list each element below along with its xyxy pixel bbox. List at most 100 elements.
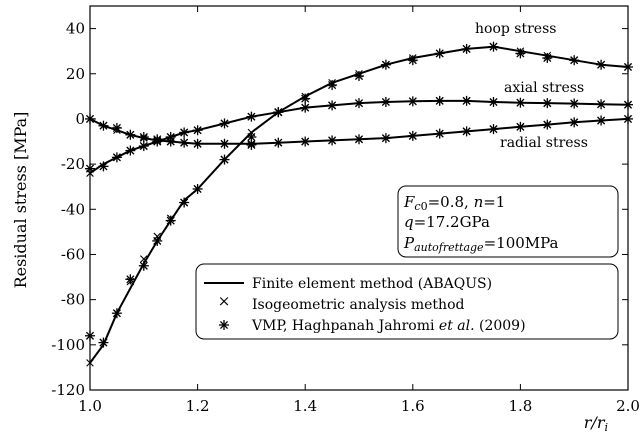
y-axis-label: Residual stress [MPa] — [11, 112, 30, 289]
y-tick-label: 40 — [66, 20, 85, 38]
x-tick-label: 1.2 — [186, 397, 210, 415]
vmp-point-axial-stress — [138, 141, 149, 152]
vmp-point-radial-stress — [111, 122, 122, 133]
vmp-point-axial-stress — [542, 98, 553, 109]
vmp-point-hoop-stress — [434, 48, 445, 59]
vmp-point-axial-stress — [515, 97, 526, 108]
legend-marker-vmp — [219, 320, 229, 330]
vmp-point-axial-stress — [219, 118, 230, 129]
vmp-point-axial-stress — [327, 100, 338, 111]
vmp-point-hoop-stress — [488, 41, 499, 52]
vmp-point-hoop-stress — [623, 61, 633, 72]
vmp-point-hoop-stress — [596, 59, 607, 70]
vmp-point-radial-stress — [165, 136, 176, 147]
legend-marker-iga: × — [218, 292, 231, 310]
vmp-point-radial-stress — [407, 130, 418, 141]
vmp-point-axial-stress — [300, 102, 311, 113]
vmp-point-axial-stress — [434, 95, 445, 106]
vmp-point-hoop-stress — [125, 274, 136, 285]
x-tick-label: 1.6 — [401, 397, 425, 415]
vmp-point-hoop-stress — [461, 43, 472, 54]
y-tick-label: -120 — [51, 381, 85, 399]
vmp-point-axial-stress — [111, 152, 122, 163]
vmp-point-radial-stress — [246, 139, 257, 150]
x-tick-label: 1.4 — [293, 397, 317, 415]
vmp-point-hoop-stress — [165, 215, 176, 226]
vmp-point-radial-stress — [192, 138, 203, 149]
vmp-point-radial-stress — [434, 128, 445, 139]
vmp-point-axial-stress — [85, 163, 95, 174]
vmp-point-axial-stress — [461, 95, 472, 106]
plot-frame — [89, 5, 629, 391]
vmp-point-axial-stress — [569, 98, 580, 109]
y-tick-label: -60 — [61, 245, 85, 263]
vmp-point-axial-stress — [407, 96, 418, 107]
vmp-point-axial-stress — [179, 127, 190, 138]
y-tick-label: 20 — [66, 65, 85, 83]
vmp-point-axial-stress — [623, 99, 633, 110]
x-tick-label: 2.0 — [616, 397, 640, 415]
vmp-point-radial-stress — [542, 119, 553, 130]
x-axis-label: r/ri — [584, 413, 608, 434]
y-tick-label: -80 — [61, 291, 85, 309]
vmp-point-axial-stress — [125, 145, 136, 156]
vmp-point-hoop-stress — [138, 260, 149, 271]
vmp-point-radial-stress — [152, 134, 163, 145]
vmp-point-radial-stress — [138, 132, 149, 143]
x-tick-label: 1.0 — [78, 397, 102, 415]
vmp-point-hoop-stress — [300, 93, 311, 104]
vmp-point-hoop-stress — [152, 235, 163, 246]
legend-label-iga: Isogeometric analysis method — [252, 297, 464, 313]
y-tick-label: -100 — [51, 336, 85, 354]
vmp-point-axial-stress — [192, 125, 203, 136]
y-tick-label: -20 — [61, 155, 85, 173]
vmp-point-hoop-stress — [515, 48, 526, 59]
vmp-point-radial-stress — [380, 133, 391, 144]
vmp-point-radial-stress — [85, 113, 95, 124]
vmp-point-hoop-stress — [569, 55, 580, 66]
annotation-axial: axial stress — [504, 80, 584, 96]
vmp-point-radial-stress — [219, 138, 230, 149]
legend-label-fem: Finite element method (ABAQUS) — [252, 276, 492, 292]
vmp-point-radial-stress — [125, 129, 136, 140]
vmp-point-radial-stress — [461, 126, 472, 137]
vmp-point-radial-stress — [327, 135, 338, 146]
param-fc0: Fc0=0.8, n=1 — [403, 193, 505, 213]
vmp-point-axial-stress — [488, 97, 499, 107]
iga-point-hoop-stress — [86, 359, 94, 367]
vmp-point-radial-stress — [569, 117, 580, 128]
y-tick-label: 0 — [75, 110, 85, 128]
vmp-point-radial-stress — [98, 120, 109, 131]
param-pressure: Pautofrettage=100MPa — [403, 234, 559, 254]
vmp-point-hoop-stress — [111, 308, 122, 319]
vmp-point-hoop-stress — [98, 337, 109, 348]
vmp-point-axial-stress — [98, 161, 109, 172]
vmp-point-radial-stress — [300, 136, 311, 147]
vmp-point-axial-stress — [246, 111, 257, 122]
legend-box — [195, 263, 619, 340]
ticks-layer: 1.0 1.2 1.4 1.6 1.8 2.0 40 20 0 -20 -40 -60 -80 -100 -… — [51, 6, 640, 415]
params-box — [397, 185, 619, 258]
vmp-point-hoop-stress — [407, 55, 418, 66]
vmp-point-radial-stress — [515, 121, 526, 132]
vmp-point-hoop-stress — [542, 52, 553, 63]
legend-label-vmp: VMP, Haghpanah Jahromi et al. (2009) — [251, 318, 526, 334]
vmp-point-hoop-stress — [85, 330, 95, 341]
annotation-radial: radial stress — [500, 135, 588, 151]
vmp-point-axial-stress — [273, 107, 284, 118]
annotation-hoop: hoop stress — [475, 21, 556, 37]
param-q: q=17.2GPa — [404, 213, 490, 231]
vmp-point-hoop-stress — [179, 197, 190, 208]
vmp-point-axial-stress — [354, 98, 364, 109]
y-tick-label: -40 — [61, 200, 85, 218]
vmp-point-radial-stress — [354, 134, 364, 145]
iga-point-hoop-stress — [140, 255, 148, 263]
x-tick-label: 1.8 — [508, 397, 532, 415]
vmp-point-axial-stress — [596, 99, 607, 110]
vmp-point-radial-stress — [488, 124, 499, 135]
markers-layer — [85, 41, 633, 367]
vmp-point-radial-stress — [623, 113, 633, 124]
vmp-point-hoop-stress — [380, 59, 391, 70]
vmp-point-hoop-stress — [192, 183, 203, 194]
